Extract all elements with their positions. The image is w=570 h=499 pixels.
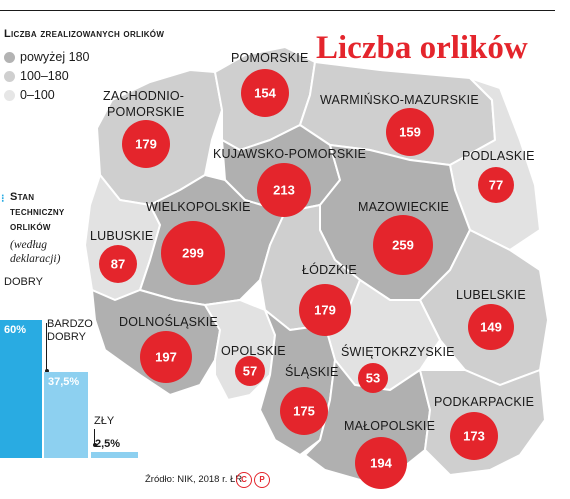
chart-title: Liczba orlików xyxy=(316,30,528,66)
value-zachodniopomorskie: 179 xyxy=(135,136,157,151)
legend-swatch-mid xyxy=(4,70,15,82)
rp-logo-icon-2: P xyxy=(254,472,270,488)
label-zachodniopomorskie-2: POMORSKIE xyxy=(107,105,185,119)
bubble-slaskie xyxy=(280,387,328,435)
bubble-wielkopolskie xyxy=(161,221,225,285)
value-podkarpackie: 173 xyxy=(463,428,485,443)
legend-item-high: powyżej 180 xyxy=(4,50,90,64)
bubble-podlaskie xyxy=(478,167,514,203)
value-opolskie: 57 xyxy=(243,363,257,378)
label-lodzkie: ŁÓDZKIE xyxy=(302,262,357,277)
bar-value-good: 60% xyxy=(4,324,27,336)
value-lubuskie: 87 xyxy=(111,256,125,271)
bar-label-very-good-2: DOBRY xyxy=(47,331,86,343)
bubble-warminsko-mazurskie xyxy=(386,108,434,156)
value-lodzkie: 179 xyxy=(314,302,336,317)
bar-tick-very-good xyxy=(46,323,47,371)
top-rule xyxy=(0,10,555,11)
bar-very-good xyxy=(44,371,88,458)
source-text: Źródło: NIK, 2018 r. xyxy=(145,474,228,485)
bar-label-very-good: BARDZO DOBRY xyxy=(47,318,93,344)
condition-title-3: orlików xyxy=(10,221,51,233)
condition-subtitle: (według deklaracji) xyxy=(10,238,60,266)
label-malopolskie: MAŁOPOLSKIE xyxy=(344,419,435,433)
bubble-swietokrzyskie xyxy=(358,363,388,393)
legend-swatch-high xyxy=(4,51,15,63)
legend-label-mid: 100–180 xyxy=(20,69,69,83)
value-kujawsko-pomorskie: 213 xyxy=(273,182,295,197)
bar-label-bad: ZŁY xyxy=(94,415,115,427)
legend-title: Liczba zrealizowanych orlików xyxy=(4,28,165,40)
label-swietokrzyskie: ŚWIĘTOKRZYSKIE xyxy=(341,344,455,359)
condition-title-2: techniczny xyxy=(10,206,65,218)
condition-subtitle-1: (według xyxy=(10,239,48,251)
bubble-lodzkie xyxy=(299,284,351,336)
value-malopolskie: 194 xyxy=(370,455,392,470)
bubble-pomorskie xyxy=(241,69,289,117)
bubble-lubelskie xyxy=(468,304,514,350)
rp-logo-icon: C xyxy=(236,472,252,488)
value-wielkopolskie: 299 xyxy=(182,245,204,260)
value-lubelskie: 149 xyxy=(480,319,502,334)
label-opolskie: OPOLSKIE xyxy=(221,344,286,358)
value-podlaskie: 77 xyxy=(489,177,503,192)
bubble-malopolskie xyxy=(355,437,407,489)
bubble-dolnoslaskie xyxy=(140,331,192,383)
label-warminsko-mazurskie: WARMIŃSKO-MAZURSKIE xyxy=(320,92,479,107)
value-mazowieckie: 259 xyxy=(392,237,414,252)
bubble-opolskie xyxy=(235,356,265,386)
condition-marker-icon: ⁝ xyxy=(1,193,5,205)
bar-bad xyxy=(91,452,138,458)
bar-label-good: DOBRY xyxy=(4,276,43,288)
label-wielkopolskie: WIELKOPOLSKIE xyxy=(146,200,251,214)
legend-label-low: 0–100 xyxy=(20,88,55,102)
condition-title: Stan techniczny orlików xyxy=(10,190,65,235)
label-zachodniopomorskie-1: ZACHODNIO- xyxy=(103,89,184,103)
value-pomorskie: 154 xyxy=(254,85,276,100)
bar-value-very-good: 37,5% xyxy=(48,375,80,388)
label-podkarpackie: PODKARPACKIE xyxy=(434,395,534,409)
value-swietokrzyskie: 53 xyxy=(366,370,380,385)
legend-swatch-low xyxy=(4,89,15,101)
label-mazowieckie: MAZOWIECKIE xyxy=(358,200,449,214)
bubble-podkarpackie xyxy=(450,412,498,460)
value-slaskie: 175 xyxy=(293,403,315,418)
bar-tick-bad xyxy=(94,429,95,445)
bar-tickdot-very-good xyxy=(44,369,49,373)
label-dolnoslaskie: DOLNOŚLĄSKIE xyxy=(119,314,218,329)
bar-good xyxy=(0,320,42,458)
bubble-zachodniopomorskie xyxy=(122,120,170,168)
value-warminsko-mazurskie: 159 xyxy=(399,124,421,139)
label-lubelskie: LUBELSKIE xyxy=(456,288,526,302)
label-pomorskie: POMORSKIE xyxy=(231,51,309,65)
bar-tickdot-bad xyxy=(92,443,97,447)
source-note: Źródło: NIK, 2018 r. ŁR xyxy=(145,474,242,485)
legend-item-mid: 100–180 xyxy=(4,69,69,83)
label-slaskie: ŚLĄSKIE xyxy=(285,364,339,379)
bar-value-bad: 2,5% xyxy=(95,438,121,450)
legend-item-low: 0–100 xyxy=(4,88,55,102)
bubble-lubuskie xyxy=(99,245,137,283)
label-podlaskie: PODLASKIE xyxy=(462,149,535,163)
label-kujawsko-pomorskie: KUJAWSKO-POMORSKIE xyxy=(213,147,366,161)
bubble-mazowieckie xyxy=(373,215,433,275)
value-dolnoslaskie: 197 xyxy=(155,349,177,364)
legend-label-high: powyżej 180 xyxy=(20,50,90,64)
condition-title-1: Stan xyxy=(10,191,35,203)
bubble-kujawsko-pomorskie xyxy=(257,163,311,217)
condition-subtitle-2: deklaracji) xyxy=(10,253,61,265)
bar-label-very-good-1: BARDZO xyxy=(47,318,93,330)
label-lubuskie: LUBUSKIE xyxy=(90,229,153,243)
